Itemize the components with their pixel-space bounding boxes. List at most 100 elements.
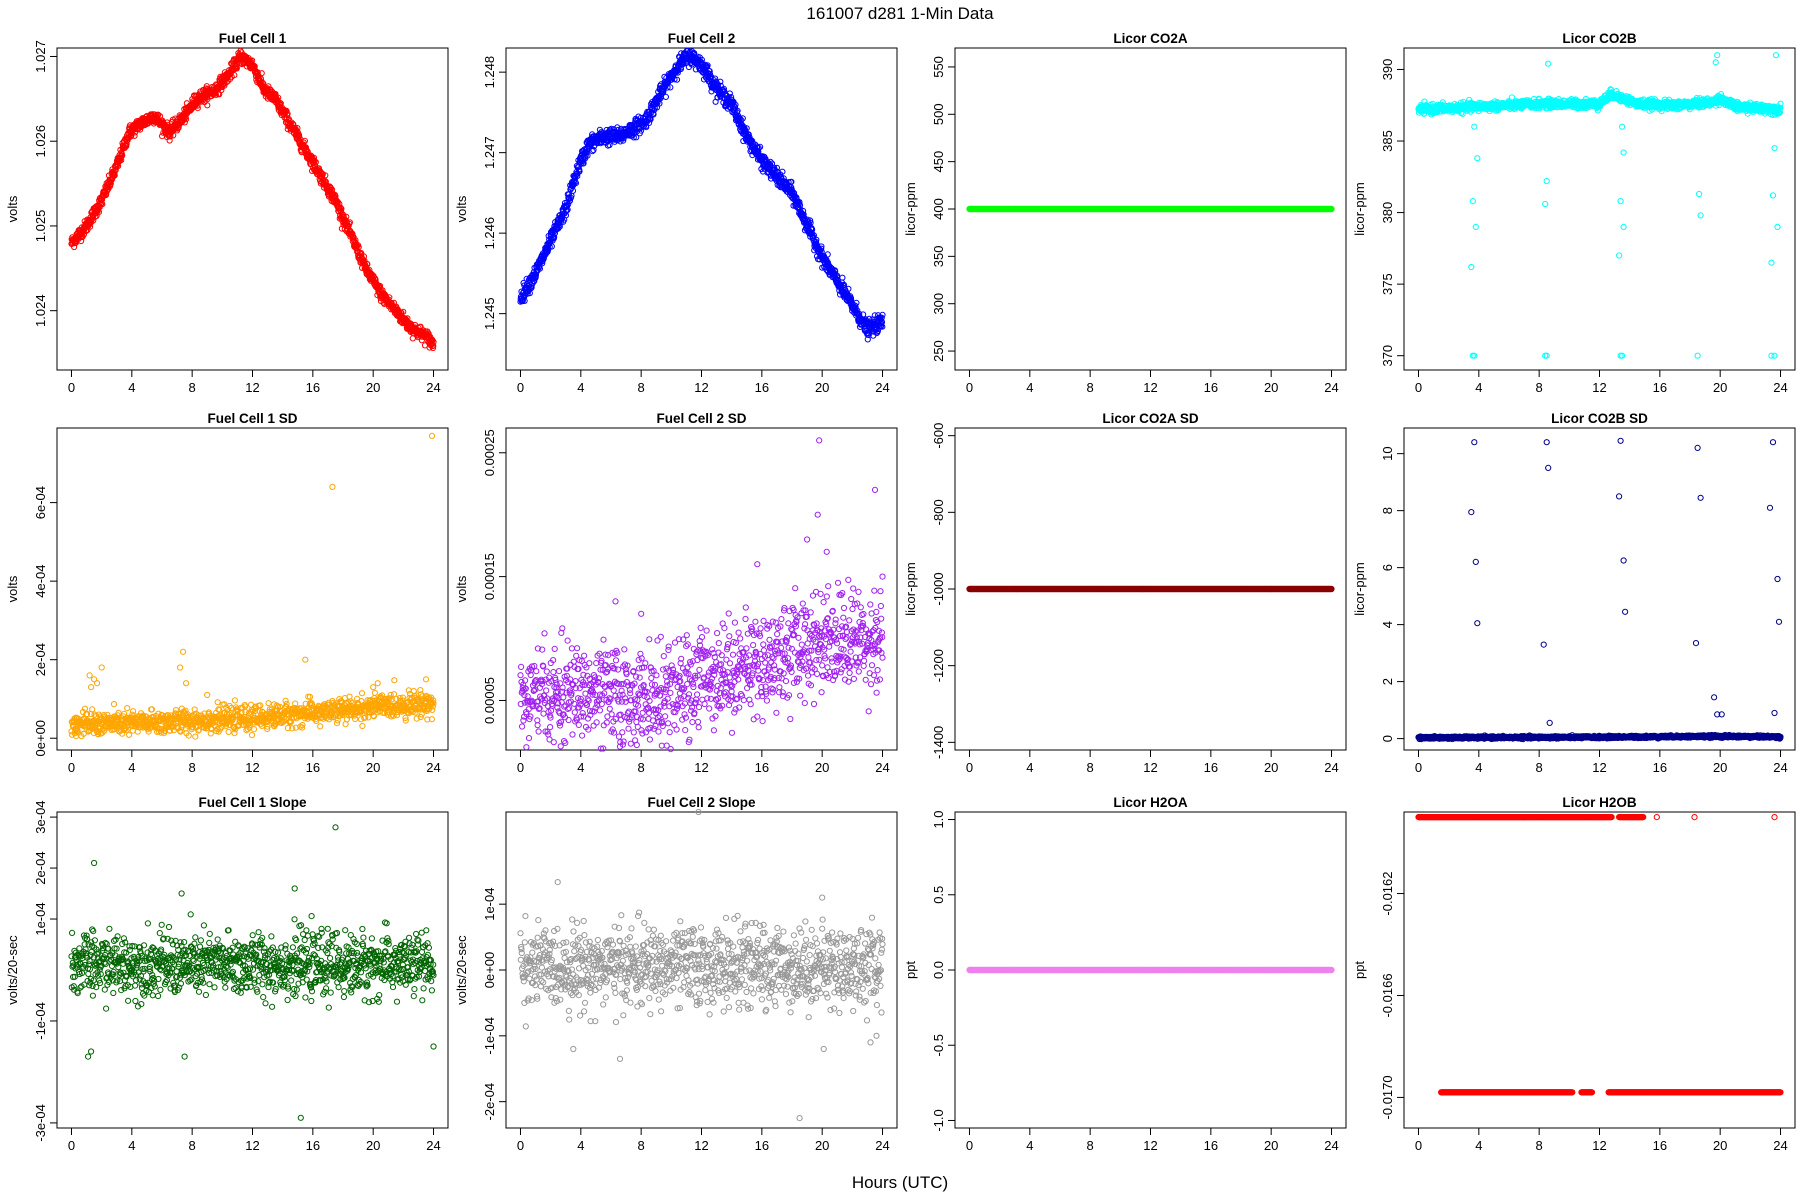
data-point [167, 133, 174, 140]
data-point [99, 201, 106, 208]
x-tick-label: 4 [128, 380, 135, 395]
data-point [123, 140, 130, 148]
x-tick-label: 8 [1536, 380, 1543, 395]
y-tick-label: 1.246 [482, 217, 497, 250]
series-points [517, 47, 886, 343]
x-tick-label: 20 [1264, 380, 1278, 395]
y-tick-label: 390 [1380, 59, 1395, 81]
x-tick-label: 8 [1087, 380, 1094, 395]
data-point [254, 69, 261, 76]
data-point [403, 316, 410, 323]
data-point [346, 219, 353, 226]
x-tick-label: 24 [1773, 380, 1787, 395]
x-tick-label: 0 [517, 380, 524, 395]
y-tick-label: 370 [1380, 345, 1395, 367]
x-tick-label: 16 [755, 380, 769, 395]
data-point [386, 294, 393, 301]
x-tick-label: 12 [245, 380, 259, 395]
x-tick-label: 20 [1713, 380, 1727, 395]
y-tick-label: 1.026 [33, 125, 48, 158]
plot-frame [56, 47, 449, 371]
x-tick-label: 8 [189, 380, 196, 395]
panel-title: Licor CO2A [1113, 31, 1188, 46]
panel-2: Licor CO2A licor-ppm 0 4 8 12 16 20 24 250 300 350 4… [903, 31, 1347, 395]
data-point [301, 137, 308, 144]
data-point [233, 65, 240, 72]
data-point [327, 185, 335, 192]
data-point [322, 172, 329, 179]
data-point [393, 303, 400, 310]
y-tick-label: 250 [931, 340, 946, 362]
data-point [128, 132, 135, 139]
y-tick-label: 1.247 [482, 136, 497, 169]
x-tick-label: 20 [366, 380, 380, 395]
x-tick-label: 4 [577, 380, 584, 395]
x-tick-label: 0 [966, 380, 973, 395]
y-tick-label: 1.245 [482, 297, 497, 330]
x-tick-label: 24 [875, 380, 889, 395]
data-point [294, 125, 301, 132]
figure-title: 161007 d281 1-Min Data [806, 4, 994, 23]
panel-grid: Fuel Cell 1 volts 0 4 8 12 16 20 24 1.024 1.025 1.0… [5, 31, 1796, 1153]
data-point [231, 72, 238, 79]
x-tick-label: 4 [1026, 380, 1033, 395]
data-point [166, 137, 173, 144]
x-tick-label: 24 [1324, 380, 1338, 395]
y-tick-label: 400 [931, 198, 946, 220]
x-axis-label: Hours (UTC) [852, 1173, 948, 1192]
x-tick-label: 8 [638, 380, 645, 395]
data-point [355, 244, 362, 251]
plot-frame [1403, 47, 1796, 371]
y-axis-label: volts [454, 195, 469, 222]
y-tick-label: 1.025 [33, 210, 48, 243]
data-point [258, 70, 265, 77]
data-point [98, 200, 105, 207]
data-point [662, 93, 670, 101]
data-point [283, 107, 290, 115]
y-tick-label: 350 [931, 246, 946, 268]
series-points [68, 47, 437, 352]
data-point [350, 234, 357, 241]
data-point [352, 237, 359, 244]
data-point [131, 132, 138, 139]
data-point [194, 105, 201, 112]
x-tick-label: 0 [1415, 380, 1422, 395]
x-tick-label: 16 [1204, 380, 1218, 395]
x-tick-label: 0 [68, 380, 75, 395]
y-axis-label: volts [5, 195, 20, 222]
data-point [183, 116, 190, 123]
series-points [966, 205, 1335, 213]
data-point [400, 308, 407, 315]
y-tick-label: 385 [1380, 130, 1395, 152]
data-point [204, 102, 211, 109]
data-point [123, 143, 130, 150]
y-axis-label: licor-ppm [903, 182, 918, 235]
y-tick-label: 300 [931, 293, 946, 315]
data-point [303, 147, 310, 154]
data-point [404, 315, 411, 322]
x-tick-label: 4 [1475, 380, 1482, 395]
x-tick-label: 12 [694, 380, 708, 395]
data-point [364, 261, 371, 268]
x-tick-label: 12 [1143, 380, 1157, 395]
panel-title: Fuel Cell 2 [668, 31, 736, 46]
y-tick-label: 550 [931, 56, 946, 78]
y-tick-label: 1.024 [33, 294, 48, 327]
series-points [1415, 52, 1784, 359]
data-point [119, 152, 126, 159]
y-tick-label: 450 [931, 151, 946, 173]
data-point [87, 223, 94, 230]
data-point [360, 253, 367, 260]
panel-title: Licor CO2B [1562, 31, 1637, 46]
x-tick-label: 16 [306, 380, 320, 395]
y-tick-label: 1.027 [33, 40, 48, 73]
data-point [111, 170, 118, 177]
y-tick-label: 380 [1380, 202, 1395, 224]
y-tick-label: 500 [931, 103, 946, 125]
y-tick-label: 1.248 [482, 56, 497, 89]
data-point [349, 231, 356, 238]
panel-title: Fuel Cell 1 [219, 31, 287, 46]
